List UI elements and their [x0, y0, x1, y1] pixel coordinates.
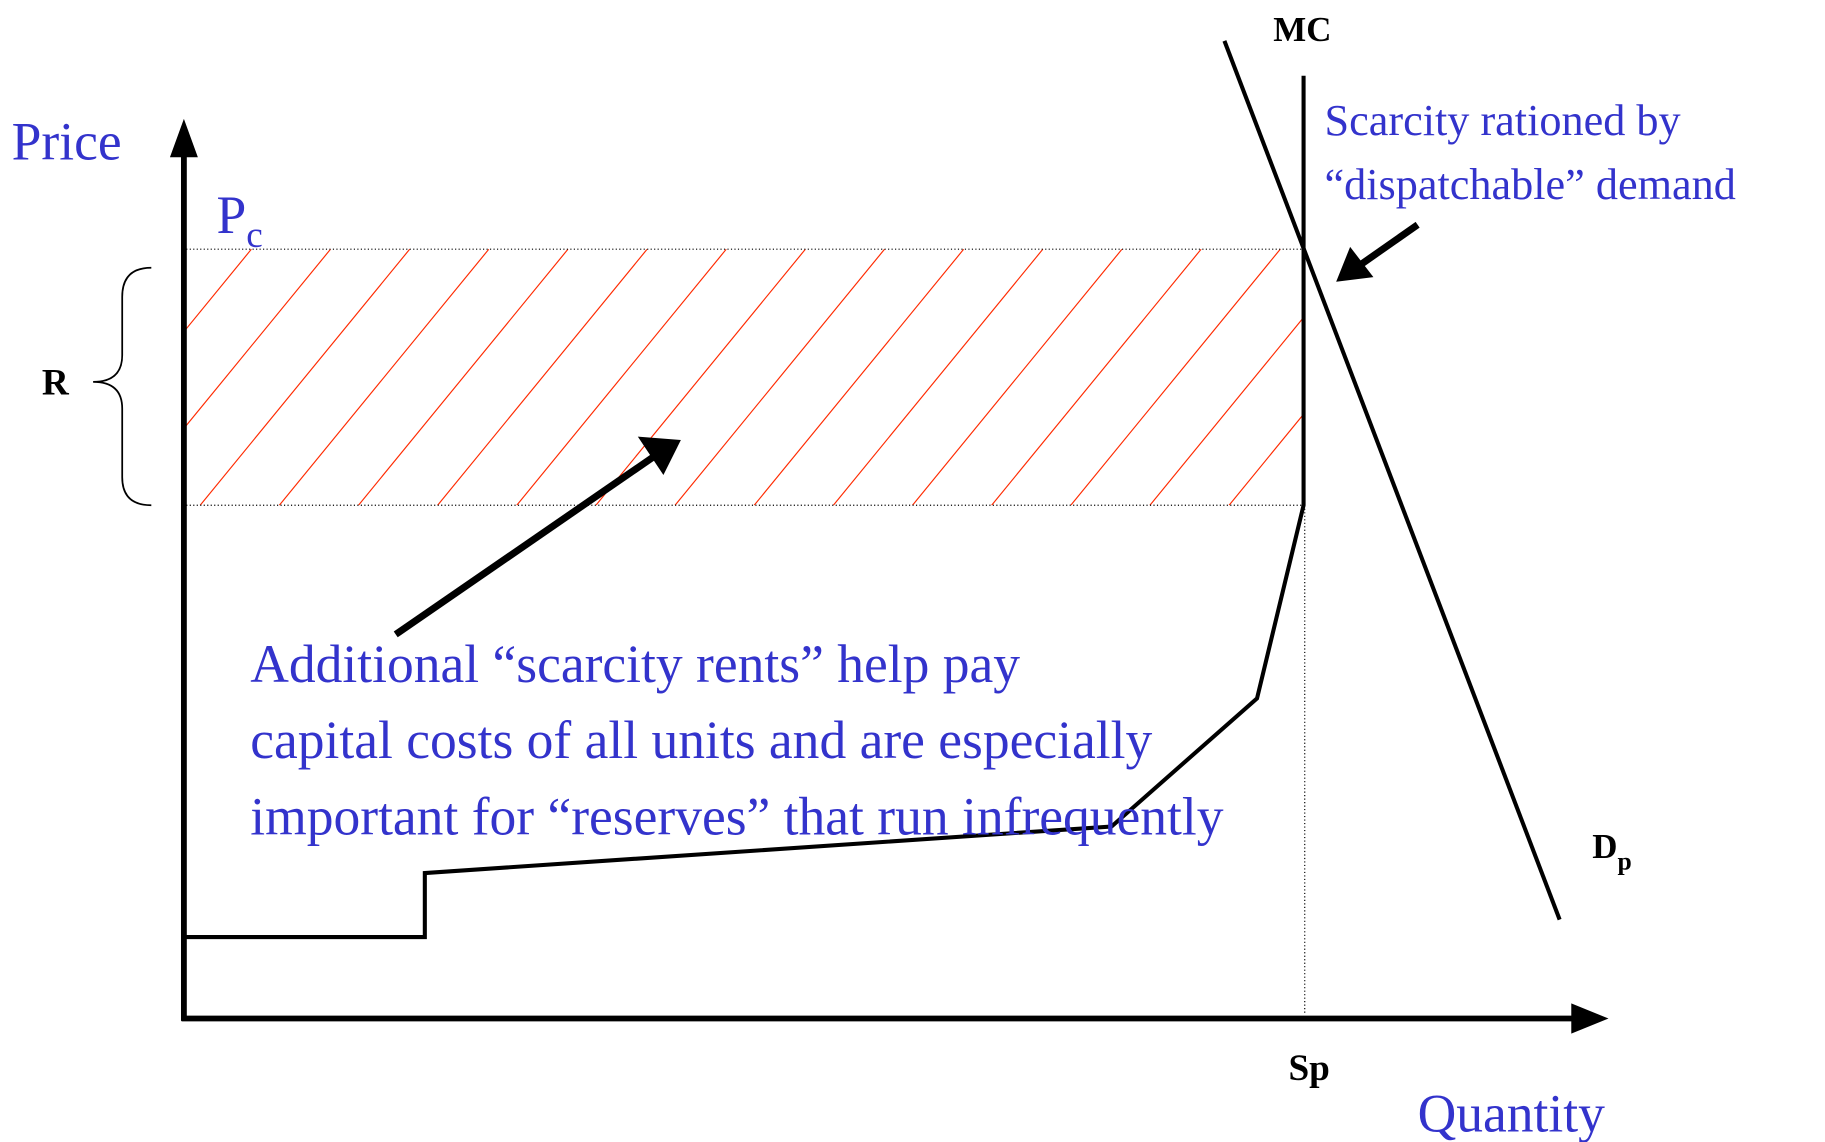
- mc-curve: [186, 75, 1306, 940]
- hatch-line: [516, 249, 727, 506]
- hatch-line: [358, 249, 569, 506]
- rents-note: Additional “scarcity rents” help pay: [250, 634, 1020, 694]
- axis-arrow: [1571, 1003, 1609, 1034]
- pointer-arrow: [1357, 221, 1420, 269]
- hatch-line: [753, 249, 965, 506]
- r-label: R: [42, 363, 70, 404]
- hatch-line: [1070, 249, 1281, 506]
- dp-main: D: [1592, 827, 1617, 866]
- hatch-line: [186, 249, 331, 427]
- hatch-line: [186, 249, 252, 330]
- hatch-line: [278, 249, 490, 506]
- dp-sub: p: [1617, 847, 1631, 876]
- hatch-line: [1308, 249, 1518, 505]
- hatch-line: [674, 249, 886, 506]
- r-brace: [93, 266, 152, 507]
- dp-label: Dp: [1592, 827, 1631, 876]
- axis-arrow: [169, 118, 198, 158]
- mc-label: MC: [1273, 10, 1331, 49]
- sp-label: Sp: [1288, 1048, 1329, 1089]
- demand-curve: [1222, 40, 1562, 921]
- hatch-line: [991, 249, 1202, 506]
- pc-label: Pc: [216, 185, 262, 256]
- hatch-line: [0, 249, 172, 505]
- hatch-line: [1149, 316, 1304, 506]
- rents-note: important for “reserves” that run infreq…: [250, 787, 1224, 847]
- scarcity-rent-hatch: [0, 249, 1597, 506]
- hatch-line: [595, 249, 806, 506]
- quantity-label: Quantity: [1418, 1083, 1606, 1142]
- pc-sub: c: [246, 215, 263, 256]
- hatch-line: [832, 249, 1044, 506]
- price-label: Price: [12, 112, 122, 172]
- hatch-line: [1387, 249, 1597, 505]
- scarcity-note: Scarcity rationed by: [1325, 96, 1681, 145]
- arrow-head: [1336, 246, 1374, 282]
- pc-main: P: [216, 185, 246, 245]
- hatch-line: [912, 249, 1123, 506]
- pointer-arrow: [393, 451, 660, 638]
- scarcity-note: “dispatchable” demand: [1325, 160, 1736, 209]
- hatch-line: [1228, 413, 1304, 506]
- hatch-line: [437, 249, 648, 506]
- rents-note: capital costs of all units and are espec…: [250, 710, 1152, 770]
- hatch-line: [199, 249, 411, 506]
- arrow-head: [637, 436, 681, 475]
